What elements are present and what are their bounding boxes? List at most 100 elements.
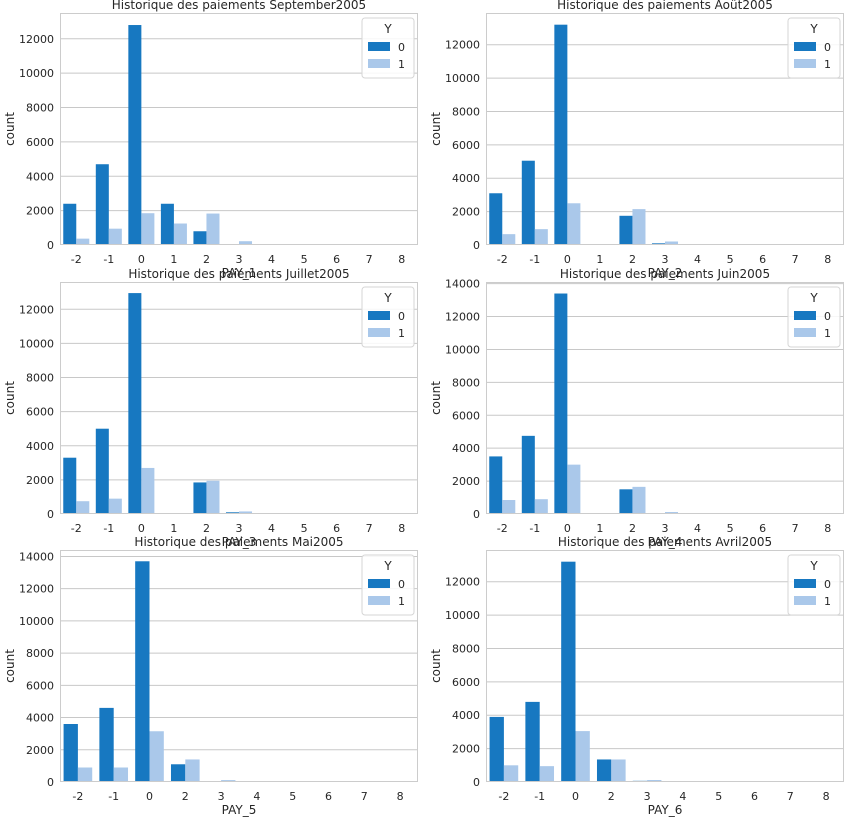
x-tick-label: 4 — [268, 522, 275, 535]
x-tick-label: -1 — [529, 522, 540, 535]
legend-label-0: 0 — [398, 310, 405, 323]
bar--1-y0 — [525, 702, 539, 782]
legend-title: Y — [809, 559, 818, 573]
chart-title: Historique des paiements September2005 — [112, 0, 366, 12]
x-tick-label: -2 — [498, 790, 509, 803]
x-tick-label: 5 — [715, 790, 722, 803]
y-axis-label: count — [3, 381, 17, 415]
bar-0-y0 — [561, 562, 575, 782]
legend-label-0: 0 — [824, 578, 831, 591]
x-tick-label: 5 — [289, 790, 296, 803]
bar-2-y0 — [619, 216, 632, 245]
x-axis-label: PAY_6 — [648, 803, 683, 817]
x-tick-label: 0 — [138, 253, 145, 266]
bar--2-y0 — [63, 204, 76, 245]
legend-title: Y — [383, 291, 392, 305]
bar-0-y1 — [576, 731, 590, 782]
legend-label-0: 0 — [398, 578, 405, 591]
y-tick-label: 12000 — [19, 303, 54, 316]
bar-2-y1 — [185, 759, 199, 782]
y-tick-label: 4000 — [26, 440, 54, 453]
y-axis-label: count — [3, 112, 17, 146]
bar-0-y0 — [554, 25, 567, 245]
y-tick-label: 14000 — [445, 278, 480, 291]
y-tick-label: 14000 — [19, 550, 54, 563]
x-tick-label: 4 — [694, 522, 701, 535]
x-tick-label: 1 — [170, 253, 177, 266]
bar--2-y1 — [76, 501, 89, 514]
bar-2-y0 — [597, 759, 611, 782]
x-tick-label: -2 — [72, 790, 83, 803]
y-tick-label: 4000 — [452, 172, 480, 185]
x-tick-label: 5 — [301, 522, 308, 535]
legend-title: Y — [383, 22, 392, 36]
y-tick-label: 2000 — [26, 744, 54, 757]
bar--2-y1 — [78, 768, 92, 783]
x-tick-label: -1 — [103, 522, 114, 535]
legend-swatch-1 — [794, 328, 816, 337]
x-tick-label: 8 — [823, 790, 830, 803]
y-tick-label: 8000 — [26, 647, 54, 660]
x-tick-label: 7 — [366, 253, 373, 266]
x-tick-label: 6 — [759, 253, 766, 266]
x-tick-label: 2 — [608, 790, 615, 803]
x-tick-label: 8 — [398, 522, 405, 535]
legend-label-0: 0 — [824, 310, 831, 323]
x-tick-label: 1 — [170, 522, 177, 535]
bar-0-y1 — [141, 468, 154, 514]
y-tick-label: 4000 — [452, 709, 480, 722]
x-tick-label: 0 — [572, 790, 579, 803]
bar-0-y1 — [567, 465, 580, 514]
bar-0-y0 — [128, 293, 141, 514]
x-tick-label: 4 — [694, 253, 701, 266]
bar-1-y1 — [174, 224, 187, 245]
legend-swatch-1 — [368, 328, 390, 337]
y-tick-label: 0 — [473, 776, 480, 789]
y-axis-label: count — [429, 381, 443, 415]
bar-2-y0 — [171, 764, 185, 782]
bar-0-y0 — [135, 561, 149, 782]
x-tick-label: 6 — [759, 522, 766, 535]
bar--2-y0 — [489, 456, 502, 514]
legend: Y01 — [362, 287, 414, 347]
x-tick-label: 3 — [662, 253, 669, 266]
y-tick-label: 8000 — [26, 372, 54, 385]
x-tick-label: 5 — [727, 253, 734, 266]
x-tick-label: 6 — [751, 790, 758, 803]
y-tick-label: 0 — [47, 239, 54, 252]
y-tick-label: 12000 — [19, 583, 54, 596]
y-tick-label: 10000 — [19, 615, 54, 628]
y-tick-label: 8000 — [452, 105, 480, 118]
x-tick-label: 2 — [629, 253, 636, 266]
y-axis-label: count — [3, 649, 17, 683]
y-tick-label: 12000 — [445, 576, 480, 589]
chart-title: Historique des paiements Avril2005 — [558, 535, 772, 549]
x-tick-label: 3 — [236, 253, 243, 266]
y-tick-label: 6000 — [26, 679, 54, 692]
x-tick-label: 3 — [644, 790, 651, 803]
legend-label-1: 1 — [824, 595, 831, 608]
x-tick-label: -1 — [534, 790, 545, 803]
bar-2-y1 — [206, 481, 219, 514]
y-tick-label: 10000 — [19, 337, 54, 350]
x-tick-label: 8 — [824, 253, 831, 266]
bar-2-y1 — [632, 487, 645, 514]
bar--1-y0 — [522, 436, 535, 514]
x-tick-label: 0 — [564, 253, 571, 266]
y-tick-label: 6000 — [26, 406, 54, 419]
bar--2-y0 — [490, 717, 504, 782]
y-tick-label: 4000 — [452, 442, 480, 455]
y-tick-label: 0 — [47, 776, 54, 789]
x-tick-label: -2 — [71, 253, 82, 266]
legend-title: Y — [383, 559, 392, 573]
legend-swatch-1 — [368, 596, 390, 605]
x-tick-label: 4 — [679, 790, 686, 803]
y-tick-label: 10000 — [445, 609, 480, 622]
x-tick-label: 3 — [236, 522, 243, 535]
legend-label-0: 0 — [398, 41, 405, 54]
x-tick-label: 2 — [629, 522, 636, 535]
